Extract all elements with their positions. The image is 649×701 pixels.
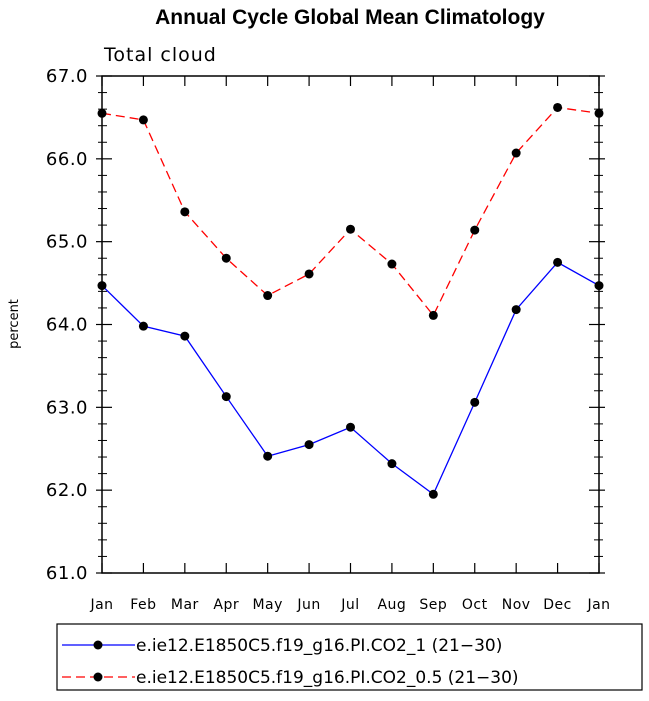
y-axis-label: percent (7, 299, 22, 349)
series-layer (97, 102, 604, 499)
series-line (101, 106, 600, 317)
y-tick-labels: 61.0 62.0 63.0 64.0 65.0 66.0 67.0 (46, 66, 88, 584)
x-tick-label: Jan (586, 597, 610, 613)
x-tick-label: Aug (377, 597, 406, 613)
y-tick-label: 61.0 (46, 563, 88, 584)
y-tick-label: 66.0 (46, 149, 88, 170)
data-point (553, 102, 563, 112)
axis-ticks (96, 75, 605, 574)
x-tick-label: Jan (89, 597, 113, 613)
x-tick-label: Jun (296, 597, 320, 613)
legend-marker (93, 640, 103, 650)
y-tick-label: 63.0 (46, 397, 88, 418)
chart-subtitle: Total cloud (103, 44, 217, 66)
y-tick-label: 62.0 (46, 480, 88, 501)
data-point (511, 305, 521, 315)
series-1 (97, 257, 604, 499)
data-point (470, 397, 480, 407)
data-point (511, 148, 521, 158)
data-point (346, 224, 355, 234)
data-point (221, 392, 231, 402)
x-tick-label: May (252, 597, 282, 613)
data-point (263, 291, 273, 301)
data-point (138, 321, 148, 331)
legend-item-2: e.ie12.E1850C5.f19_g16.PI.CO2_0.5 (21−30… (62, 668, 519, 688)
series-2 (97, 102, 604, 320)
y-tick-label: 65.0 (46, 232, 88, 253)
data-point (387, 459, 397, 469)
x-tick-label: Feb (130, 597, 156, 613)
x-tick-labels: Jan Feb Mar Apr May Jun Jul Aug Sep Oct Nov Dec Jan (89, 597, 610, 613)
x-tick-label: Dec (543, 597, 572, 613)
data-point (138, 115, 148, 125)
legend-items: e.ie12.E1850C5.f19_g16.PI.CO2_1 (21−30) e… (62, 636, 519, 688)
legend-item-1: e.ie12.E1850C5.f19_g16.PI.CO2_1 (21−30) (62, 636, 502, 656)
y-tick-label: 67.0 (46, 66, 88, 87)
data-point (387, 259, 397, 269)
legend-label: e.ie12.E1850C5.f19_g16.PI.CO2_0.5 (21−30… (136, 668, 519, 688)
x-tick-label: Mar (171, 597, 199, 613)
data-point (470, 225, 480, 235)
legend-label: e.ie12.E1850C5.f19_g16.PI.CO2_1 (21−30) (136, 636, 502, 656)
x-tick-label: Apr (213, 597, 239, 613)
data-point (180, 331, 190, 341)
data-point (263, 451, 273, 461)
x-tick-label: Sep (419, 597, 447, 613)
data-point (221, 253, 231, 263)
x-tick-label: Oct (462, 597, 488, 613)
y-tick-label: 64.0 (46, 315, 88, 336)
data-point (553, 257, 563, 267)
plot-frame (101, 75, 600, 574)
x-tick-label: Jul (340, 597, 359, 613)
chart-title: Annual Cycle Global Mean Climatology (155, 6, 545, 29)
data-point (428, 489, 438, 499)
data-point (346, 422, 355, 432)
legend-marker (93, 672, 103, 682)
legend: e.ie12.E1850C5.f19_g16.PI.CO2_1 (21−30) e… (56, 623, 643, 691)
data-point (180, 207, 190, 217)
data-point (428, 310, 438, 320)
data-point (304, 269, 314, 279)
data-point (304, 440, 314, 450)
series-line (101, 261, 600, 496)
x-tick-label: Nov (502, 597, 531, 613)
legend-box (56, 623, 643, 691)
